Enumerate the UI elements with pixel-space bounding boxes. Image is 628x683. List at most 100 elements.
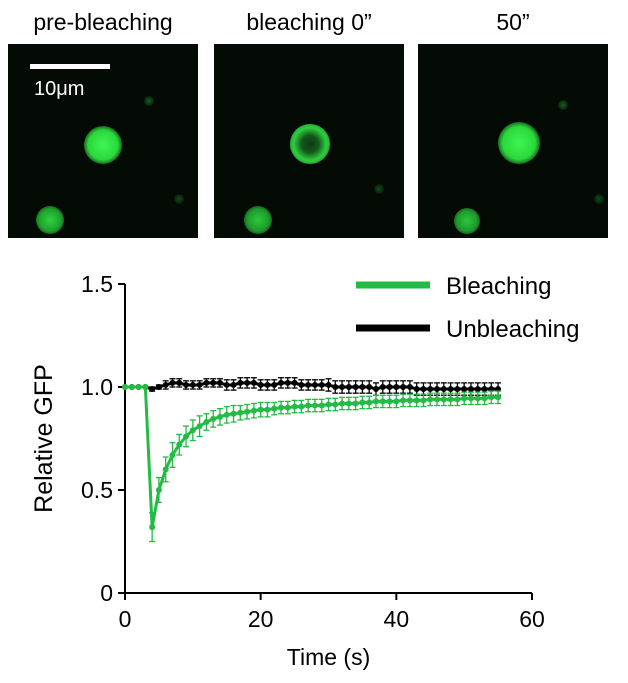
unbleaching-data-point (271, 381, 278, 388)
unbleaching-data-point (298, 381, 305, 388)
bleaching-data-point (461, 395, 468, 402)
unbleaching-data-point (162, 381, 169, 388)
unbleaching-data-point (366, 384, 373, 390)
unbleaching-data-point (278, 379, 285, 386)
unbleaching-data-point (318, 381, 325, 388)
bleaching-data-point (447, 396, 454, 403)
unbleaching-data-point (345, 384, 352, 390)
condensate-droplet (84, 126, 122, 164)
unbleaching-data-point (339, 384, 346, 390)
bleaching-data-point (345, 400, 352, 407)
unbleaching-data-point (264, 381, 271, 388)
unbleaching-data-point (244, 379, 251, 386)
bleached-droplet (290, 124, 330, 164)
unbleaching-data-point (467, 386, 474, 393)
unbleaching-data-point (454, 386, 461, 393)
bleaching-data-point (291, 403, 298, 410)
bleaching-data-point (176, 441, 183, 448)
bleaching-data-point (379, 398, 386, 405)
bleaching-data-point (210, 415, 217, 422)
bleaching-data-point (311, 402, 318, 409)
bleaching-data-point (481, 395, 488, 402)
bleaching-data-point (169, 451, 176, 458)
faint-droplet (144, 96, 154, 106)
bleaching-data-point (474, 395, 481, 402)
panel-title-50s: 50” (496, 9, 530, 35)
bleaching-data-point (257, 406, 264, 413)
micrograph-bleaching-0 (214, 44, 404, 238)
bleaching-data-point (427, 396, 434, 403)
faint-droplet (374, 184, 384, 194)
bleaching-data-point (325, 401, 332, 408)
unbleaching-data-point (434, 386, 441, 393)
bleaching-data-point (244, 408, 251, 415)
recovered-droplet (498, 122, 540, 164)
unbleaching-data-point (332, 384, 339, 390)
faint-droplet (594, 194, 604, 204)
bleaching-data-point (149, 524, 156, 531)
bleaching-data-point (298, 403, 305, 410)
x-tick-label: 20 (248, 606, 274, 632)
unbleaching-data-point (447, 386, 454, 393)
bleaching-data-point (413, 397, 420, 404)
x-tick-label: 60 (519, 606, 545, 632)
bleaching-data-point (230, 410, 237, 417)
scale-bar (30, 64, 110, 69)
unbleaching-data-point (230, 381, 237, 388)
bleaching-data-point (454, 396, 461, 403)
unbleaching-data-point (257, 381, 264, 388)
bleaching-data-point (359, 399, 366, 406)
bleaching-data-point (393, 398, 400, 405)
unbleaching-data-point (379, 384, 386, 390)
unbleaching-data-point (183, 381, 190, 388)
bleaching-data-point (406, 397, 413, 404)
unbleaching-data-point (461, 386, 468, 393)
micrograph-pre-bleaching: 10μm (8, 44, 198, 238)
bleaching-data-point (434, 396, 441, 403)
unbleaching-data-point (196, 381, 203, 388)
unbleaching-data-point (413, 386, 420, 393)
x-axis-label: Time (s) (287, 644, 370, 670)
legend-label-bleaching: Bleaching (446, 273, 551, 300)
unbleaching-data-point (311, 381, 318, 388)
bleaching-data-point (189, 427, 196, 434)
bleaching-data-point (264, 406, 271, 413)
y-tick-label: 0 (100, 580, 113, 606)
unbleaching-data-point (440, 386, 447, 393)
unbleaching-data-point (284, 379, 291, 386)
unbleaching-data-point (372, 386, 379, 393)
unbleaching-data-point (352, 384, 359, 390)
bleaching-data-point (196, 423, 203, 430)
bleaching-data-point (339, 400, 346, 407)
bleaching-data-point (332, 401, 339, 408)
unbleaching-data-point (216, 379, 223, 386)
y-tick-label: 1.5 (81, 271, 113, 297)
unbleaching-data-point (237, 379, 244, 386)
unbleaching-data-point (420, 386, 427, 393)
bleaching-data-point (400, 397, 407, 404)
bleaching-data-point (122, 384, 128, 390)
unbleaching-data-point (149, 386, 156, 393)
unbleaching-data-point (305, 381, 312, 388)
x-tick-label: 0 (119, 606, 132, 632)
small-droplet (36, 206, 64, 234)
unbleaching-data-point (223, 381, 230, 388)
y-tick-label: 1.0 (81, 374, 113, 400)
y-tick-label: 0.5 (81, 477, 113, 503)
unbleaching-data-point (155, 384, 162, 390)
small-droplet (454, 208, 480, 234)
bleaching-data-point (128, 384, 135, 390)
unbleaching-data-point (406, 384, 413, 390)
micrograph-50s (418, 44, 608, 238)
bleaching-data-point (284, 404, 291, 411)
bleaching-data-point (278, 404, 285, 411)
unbleaching-data-point (189, 381, 196, 388)
unbleaching-data-point (250, 379, 257, 386)
bleaching-data-point (366, 399, 373, 406)
bleaching-data-point (271, 405, 278, 412)
bleaching-data-point (305, 402, 312, 409)
bleaching-data-point (372, 398, 379, 405)
unbleaching-data-point (359, 384, 366, 390)
unbleaching-data-point (386, 384, 393, 390)
bleaching-data-point (237, 409, 244, 416)
